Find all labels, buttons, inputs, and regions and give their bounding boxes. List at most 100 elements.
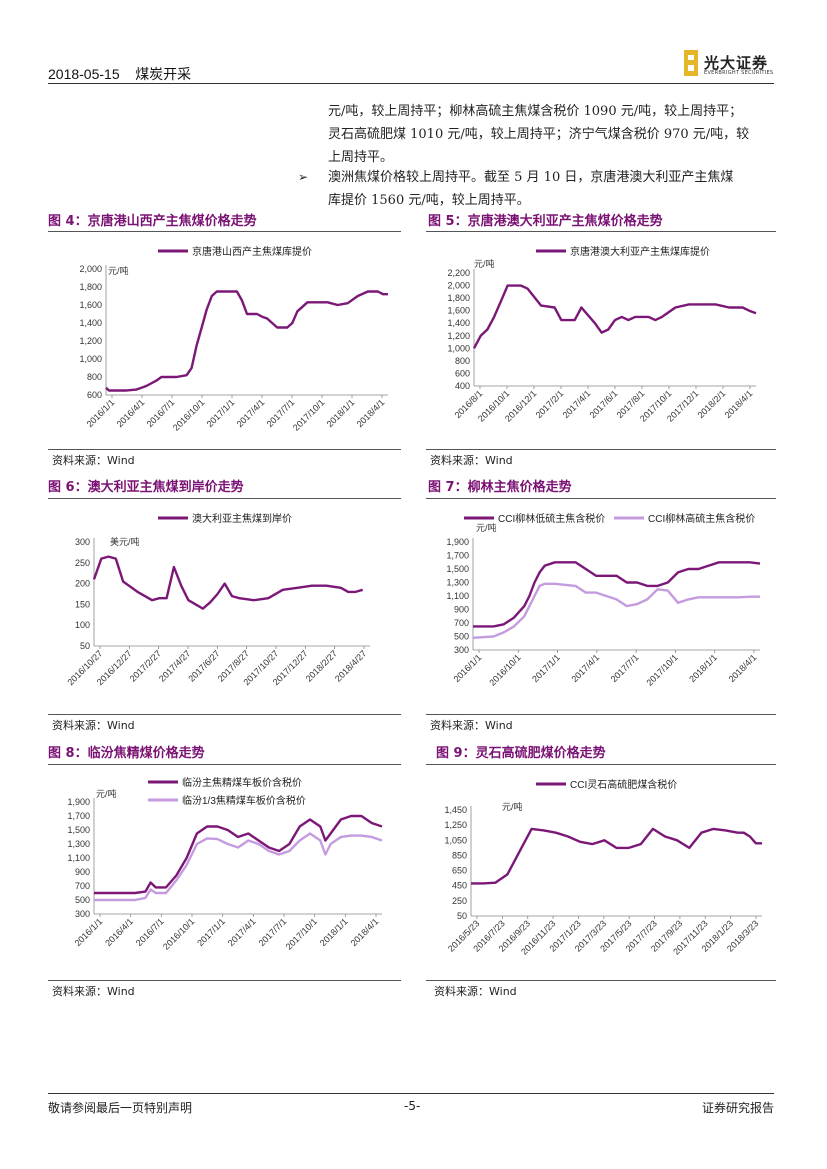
- brand-logo: 光大证券 EVERBRIGHT SECURITIES: [684, 50, 780, 78]
- fig5-chart: 元/吨 2,200 2,000 1,800 1,600 1,400 1,200 1,000 80…: [447, 245, 757, 424]
- fig8-title: 图 8：临汾焦精煤价格走势: [48, 746, 205, 761]
- fig7-xtick-label: 2018/4/1: [727, 652, 759, 684]
- fig9-ytick-label: 50: [457, 911, 467, 921]
- page-number: -5-: [404, 1099, 421, 1113]
- fig7-chart: 元/吨 1,900 1,700 1,500 1,300 1,100 900 700 500 300…: [446, 512, 761, 688]
- fig7-ytick-label: 300: [454, 645, 469, 655]
- fig7-ytick-label: 1,300: [446, 578, 469, 588]
- fig9-top-rule: [426, 764, 776, 765]
- fig9-ytick-label: 250: [452, 896, 467, 906]
- fig6-series-line-0: [92, 555, 364, 610]
- fig5-ytick-label: 2,200: [447, 268, 470, 278]
- fig5-xtick-label: 2018/4/1: [723, 388, 755, 420]
- fig5-ytick-label: 400: [455, 381, 470, 391]
- fig7-bottom-rule: [426, 714, 776, 715]
- fig6-ytick-label: 100: [75, 620, 90, 630]
- fig4-legend-label-0: 京唐港山西产主焦煤库提价: [192, 245, 312, 258]
- fig8-unit-label: 元/吨: [96, 788, 117, 799]
- body-line-5: 库提价 1560 元/吨，较上周持平。: [328, 193, 530, 208]
- fig7-title: 图 7：柳林主焦价格走势: [428, 480, 572, 495]
- fig6-ytick-label: 150: [75, 599, 90, 609]
- fig4-ytick-label: 2,000: [79, 264, 102, 274]
- fig4-xtick-label: 2016/1/1: [85, 397, 117, 429]
- fig7-xtick-label: 2017/10/1: [644, 652, 679, 687]
- fig6-top-rule: [48, 498, 401, 499]
- fig8-chart: 元/吨 1,900 1,700 1,500 1,300 1,100 900 700 500 300…: [67, 776, 383, 952]
- fig7-xtick-label: 2016/1/1: [452, 652, 484, 684]
- fig6-ytick-label: 200: [75, 579, 90, 589]
- fig6-xtick-label: 2018/4/27: [333, 648, 368, 683]
- body-line-3: 上周持平。: [328, 150, 394, 165]
- fig8-xtick-label: 2018/1/1: [318, 916, 350, 948]
- bullet-icon: ➢: [298, 170, 309, 184]
- fig4-xtick-label: 2017/4/1: [235, 397, 267, 429]
- fig7-ytick-label: 700: [454, 618, 469, 628]
- footer-disclaimer: 敬请参阅最后一页特别声明: [48, 1101, 193, 1115]
- fig4-xtick-label: 2018/1/1: [325, 397, 357, 429]
- fig6-ytick-label: 250: [75, 558, 90, 568]
- fig4-xtick-label: 2018/4/1: [355, 397, 387, 429]
- fig4-bottom-rule: [48, 449, 401, 450]
- fig5-ytick-label: 1,000: [447, 343, 470, 353]
- fig9-bottom-rule: [426, 980, 776, 981]
- fig5-title: 图 5：京唐港澳大利亚产主焦煤价格走势: [428, 214, 663, 229]
- fig7-ytick-label: 500: [454, 632, 469, 642]
- fig5-ytick-label: 1,600: [447, 306, 470, 316]
- fig9-ytick-label: 850: [452, 850, 467, 860]
- fig9-ytick-label: 1,250: [444, 820, 467, 830]
- fig4-xtick-label: 2016/10/1: [171, 397, 206, 432]
- fig7-xtick-label: 2016/10/1: [487, 652, 522, 687]
- fig7-unit-label: 元/吨: [476, 522, 497, 533]
- fig5-xtick-label: 2017/6/1: [588, 388, 620, 420]
- fig7-xtick-label: 2017/7/1: [609, 652, 641, 684]
- fig8-series-line-0: [94, 814, 383, 895]
- fig9-unit-label: 元/吨: [502, 801, 523, 812]
- fig7-series-line-0: [473, 561, 761, 628]
- fig7-source: 资料来源：Wind: [430, 719, 513, 732]
- fig7-legend-label-0: CCI柳林低硫主焦含税价: [498, 512, 605, 525]
- fig7-series-line-1: [472, 582, 760, 639]
- fig5-ytick-label: 1,200: [447, 331, 470, 341]
- logo-mark-icon: [684, 50, 698, 76]
- fig4-ytick-label: 1,600: [79, 300, 102, 310]
- fig4-xtick-label: 2017/10/1: [291, 397, 326, 432]
- fig8-ytick-label: 1,100: [67, 853, 90, 863]
- fig4-ytick-label: 600: [87, 390, 102, 400]
- fig8-ytick-label: 900: [75, 867, 90, 877]
- fig6-unit-label: 美元/吨: [110, 536, 140, 547]
- body-line-4: 澳洲焦煤价格较上周持平。截至 5 月 10 日，京唐港澳大利亚产主焦煤: [328, 170, 734, 185]
- fig7-xtick-label: 2018/1/1: [687, 652, 719, 684]
- fig8-ytick-label: 1,300: [67, 839, 90, 849]
- fig8-xtick-label: 2016/10/1: [161, 916, 196, 951]
- fig8-legend-label-0: 临汾主焦精煤车板价含税价: [182, 776, 302, 789]
- fig7-ytick-label: 1,100: [446, 591, 469, 601]
- fig5-xtick-label: 2017/4/1: [561, 388, 593, 420]
- fig5-legend-label-0: 京唐港澳大利亚产主焦煤库提价: [570, 245, 710, 258]
- fig7-xtick-label: 2017/4/1: [569, 652, 601, 684]
- fig9-chart: 元/吨1,4501,2501,050850650450250502016/5/2…: [444, 778, 762, 957]
- fig8-xtick-label: 2017/4/1: [226, 916, 258, 948]
- fig7-ytick-label: 900: [454, 605, 469, 615]
- fig5-xtick-label: 2018/2/1: [696, 388, 728, 420]
- fig8-xtick-label: 2016/4/1: [103, 916, 135, 948]
- body-line-2: 灵石高硫肥煤 1010 元/吨，较上周持平；济宁气煤含税价 970 元/吨，较: [328, 127, 750, 142]
- fig4-ytick-label: 1,000: [79, 354, 102, 364]
- fig4-xtick-label: 2016/4/1: [115, 397, 147, 429]
- fig9-series-line-0: [471, 827, 762, 885]
- header-divider: [48, 83, 774, 84]
- logo-text-cn: 光大证券: [704, 54, 769, 72]
- fig8-ytick-label: 1,900: [67, 797, 90, 807]
- fig7-ytick-label: 1,500: [446, 564, 469, 574]
- body-line-1: 元/吨，较上周持平；柳林高硫主焦煤含税价 1090 元/吨，较上周持平；: [328, 104, 743, 119]
- fig5-ytick-label: 2,000: [447, 281, 470, 291]
- fig4-chart: 元/吨2,0001,8001,6001,4001,2001,0008006002…: [79, 245, 388, 433]
- fig8-ytick-label: 700: [75, 881, 90, 891]
- fig7-legend-label-1: CCI柳林高硫主焦含税价: [648, 512, 755, 525]
- header-date-section: 2018-05-15 煤炭开采: [48, 64, 191, 84]
- fig8-series-line-1: [94, 832, 383, 902]
- fig9-ytick-label: 1,050: [444, 835, 467, 845]
- fig4-top-rule: [48, 231, 401, 232]
- fig9-source: 资料来源：Wind: [434, 985, 517, 998]
- fig5-ytick-label: 1,800: [447, 293, 470, 303]
- fig5-xtick-label: 2017/2/1: [534, 388, 566, 420]
